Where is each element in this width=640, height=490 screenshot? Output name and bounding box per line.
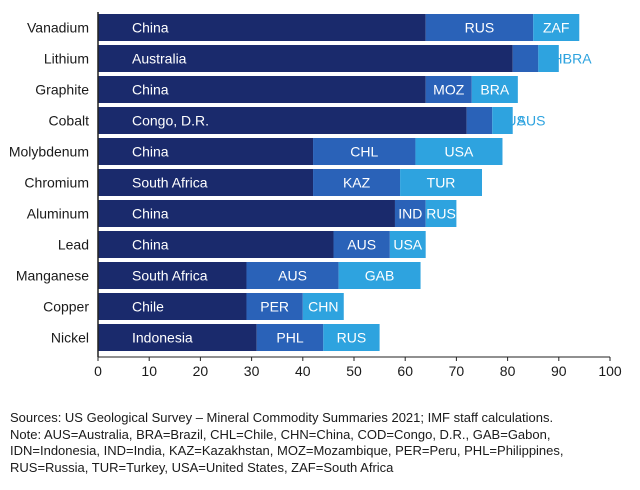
segment-label: BRA <box>563 51 592 67</box>
bar-segment <box>313 169 401 196</box>
segment-label: RUS <box>465 20 495 36</box>
segment-label: Australia <box>132 51 187 67</box>
segment-label: CHL <box>350 144 378 160</box>
category-label: Graphite <box>35 82 89 98</box>
bar-segment <box>302 293 344 320</box>
bar-segment <box>98 76 426 103</box>
bar-segment <box>98 200 395 227</box>
segment-label: RUS <box>337 330 367 346</box>
bar-segment <box>256 324 324 351</box>
x-tick-label: 60 <box>397 363 413 379</box>
category-label: Vanadium <box>27 20 89 36</box>
bar-segment <box>98 169 314 196</box>
segment-label: China <box>132 237 169 253</box>
bar-segment <box>98 45 513 72</box>
sources-text: Sources: US Geological Survey – Mineral … <box>10 410 554 425</box>
bar-segment <box>98 324 257 351</box>
category-label: Copper <box>43 299 89 315</box>
stacked-bar-chart: Vanadium China RUS ZAF Lithium Australia CHL BR… <box>9 12 622 379</box>
bar-segment <box>389 231 426 258</box>
bar-segment <box>333 231 390 258</box>
x-tick-label: 10 <box>141 363 157 379</box>
bar-segment <box>338 262 421 289</box>
category-label: Molybdenum <box>9 144 89 160</box>
bar-segment <box>98 14 426 41</box>
bar-segment <box>492 107 513 134</box>
segment-label: Congo, D.R. <box>132 113 209 129</box>
segment-label: China <box>132 20 169 36</box>
segment-label: IND <box>398 206 422 222</box>
bar-segment <box>533 14 580 41</box>
segment-label: China <box>132 144 169 160</box>
x-tick-label: 50 <box>346 363 362 379</box>
bar-segment <box>471 76 518 103</box>
category-label: Lithium <box>44 51 89 67</box>
chart-notes: Sources: US Geological Survey – Mineral … <box>10 410 635 476</box>
bar-segment <box>425 76 472 103</box>
category-label: Aluminum <box>27 206 89 222</box>
segment-label: AUS <box>278 268 307 284</box>
bar-segment <box>425 200 457 227</box>
segment-label: AUS <box>517 113 546 129</box>
bar-segment <box>394 200 426 227</box>
segment-label: PER <box>260 299 289 315</box>
category-label: Cobalt <box>49 113 90 129</box>
x-tick-label: 40 <box>295 363 311 379</box>
bar-segment <box>98 293 247 320</box>
bar-segment <box>400 169 482 196</box>
bar-segment <box>425 14 534 41</box>
note-line-1: Note: AUS=Australia, BRA=Brazil, CHL=Chi… <box>10 426 551 442</box>
bar-segment <box>98 262 247 289</box>
x-tick-label: 20 <box>193 363 209 379</box>
segment-label: PHL <box>276 330 303 346</box>
segment-label: USA <box>445 144 474 160</box>
segment-label: Indonesia <box>132 330 193 346</box>
x-tick-label: 80 <box>500 363 516 379</box>
segment-label: South Africa <box>132 268 208 284</box>
bar-segment <box>98 107 467 134</box>
bar-segment <box>323 324 380 351</box>
segment-label: USA <box>393 237 422 253</box>
bar-segment <box>98 231 334 258</box>
x-tick-label: 0 <box>94 363 102 379</box>
note-line-3: RUS=Russia, TUR=Turkey, USA=United State… <box>10 459 394 475</box>
segment-label: KAZ <box>343 175 371 191</box>
category-label: Lead <box>58 237 89 253</box>
bar-segment <box>98 138 314 165</box>
segment-label: GAB <box>365 268 395 284</box>
segment-label: China <box>132 206 169 222</box>
segment-label: China <box>132 82 169 98</box>
category-label: Nickel <box>51 330 89 346</box>
bar-segment <box>313 138 416 165</box>
category-label: Chromium <box>24 175 89 191</box>
x-tick-label: 90 <box>551 363 567 379</box>
segment-label: RUS <box>426 206 456 222</box>
segment-label: South Africa <box>132 175 208 191</box>
bar-segment <box>466 107 493 134</box>
x-tick-label: 100 <box>598 363 622 379</box>
bar-segment <box>246 293 303 320</box>
bar-segment <box>538 45 559 72</box>
category-label: Manganese <box>16 268 89 284</box>
x-tick-label: 30 <box>244 363 260 379</box>
segment-label: MOZ <box>433 82 465 98</box>
segment-label: ZAF <box>543 20 569 36</box>
segment-label: TUR <box>427 175 456 191</box>
segment-label: CHN <box>308 299 338 315</box>
x-tick-label: 70 <box>449 363 465 379</box>
bar-segment <box>246 262 339 289</box>
segment-label: Chile <box>132 299 164 315</box>
segment-label: BRA <box>480 82 509 98</box>
note-line-2: IDN=Indonesia, IND=India, KAZ=Kazakhstan… <box>10 443 564 458</box>
bar-segment <box>512 45 539 72</box>
segment-label: AUS <box>347 237 376 253</box>
bar-segment <box>415 138 503 165</box>
